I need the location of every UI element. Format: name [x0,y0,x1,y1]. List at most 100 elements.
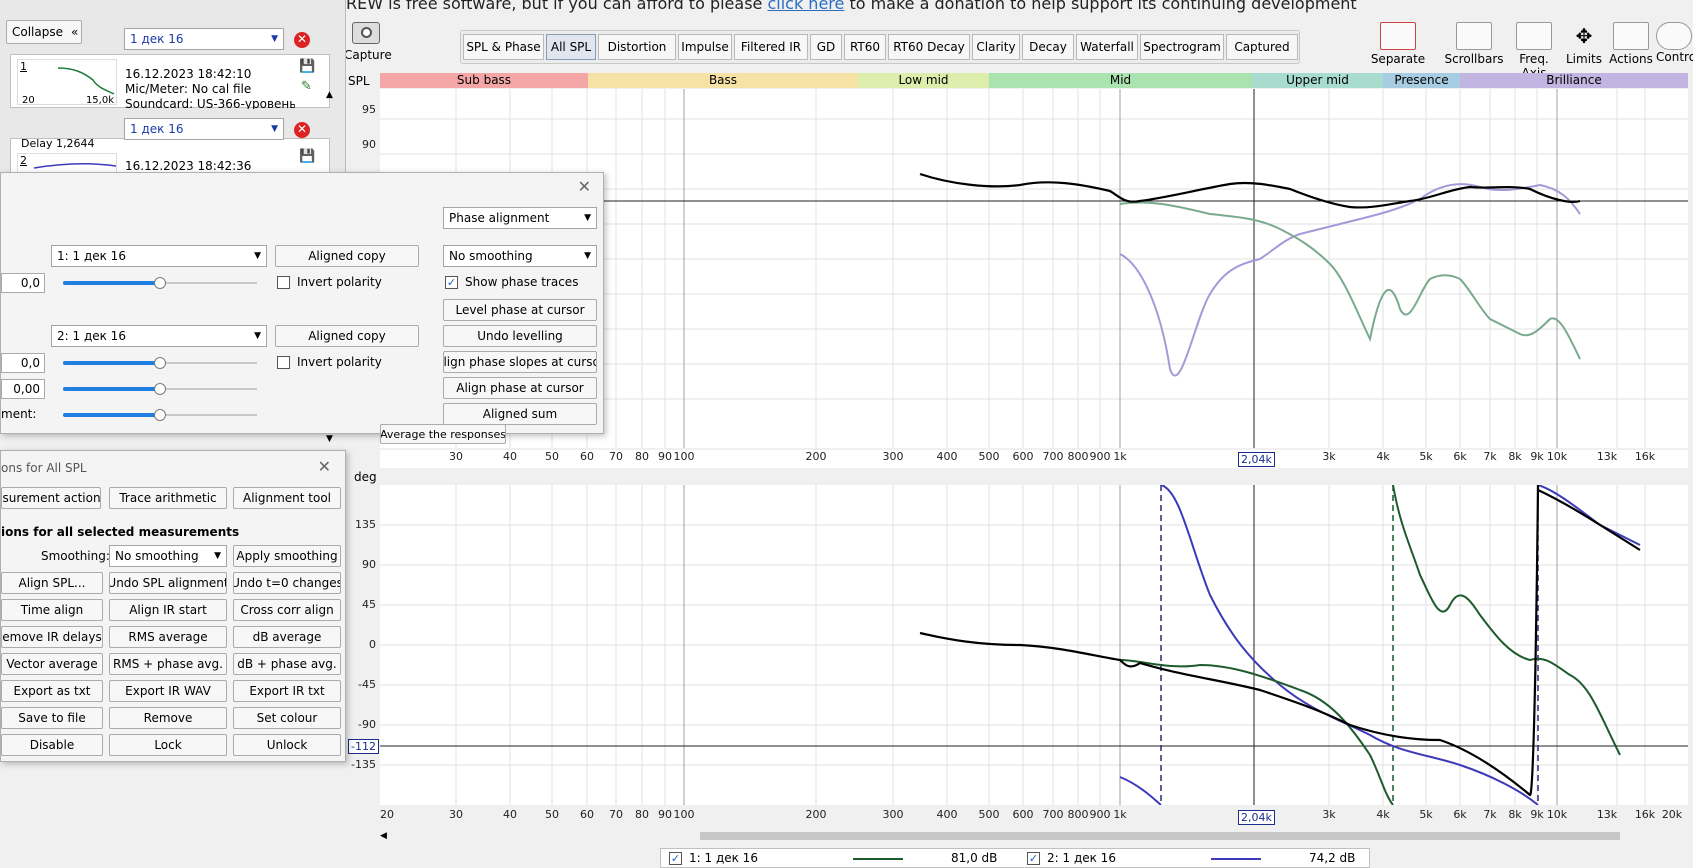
m2-gain-slider[interactable] [63,357,257,369]
align-phase-button[interactable]: Align phase at cursor [443,377,597,399]
cross-corr-align-button[interactable]: Cross corr align [233,599,341,621]
level-phase-button[interactable]: Level phase at cursor [443,299,597,321]
legend-1-checkbox[interactable]: ✓ [669,852,682,865]
apply-smoothing-button[interactable]: Apply smoothing [233,545,341,567]
m1-gain-slider[interactable] [63,277,257,289]
undo-t0-changes-button[interactable]: Undo t=0 changes [233,572,341,594]
export-txt-button[interactable]: Export as txt [1,680,103,702]
remove-ir-delays-button[interactable]: emove IR delays [1,626,103,648]
tab-impulse[interactable]: Impulse [678,34,732,60]
time-align-button[interactable]: Time align [1,599,103,621]
smoothing-label: Smoothing: [41,549,110,563]
collapse-button[interactable]: Collapse « [6,20,82,44]
export-ir-wav-button[interactable]: Export IR WAV [109,680,227,702]
capture-button[interactable]: Capture [344,22,392,62]
tab-distortion[interactable]: Distortion [598,34,676,60]
tab-rt60-decay[interactable]: RT60 Decay [888,34,970,60]
collapse-label: Collapse [12,25,63,39]
vector-average-button[interactable]: Vector average [1,653,103,675]
align-spl-button[interactable]: Align SPL... [1,572,103,594]
undo-levelling-button[interactable]: Undo levelling [443,325,597,347]
remove-measurement-1-icon[interactable]: ✕ [294,32,310,48]
phase-alignment-select[interactable]: Phase alignment [443,207,597,229]
controls-button[interactable]: Contro [1656,22,1693,64]
tab-clarity[interactable]: Clarity [972,34,1020,60]
aligned-sum-button[interactable]: Aligned sum [443,403,597,425]
x-tick-6k: 6k [1453,450,1467,463]
aligned-copy-1-button[interactable]: Aligned copy [275,245,419,267]
set-colour-button[interactable]: Set colour [233,707,341,729]
tab-waterfall[interactable]: Waterfall [1076,34,1138,60]
band-brilliance: Brilliance [1460,73,1688,88]
tool-smoothing-select[interactable]: No smoothing [443,245,597,267]
tab-all-spl[interactable]: All SPL [546,34,596,60]
pen-icon[interactable]: ✎ [301,79,312,94]
tab-decay[interactable]: Decay [1022,34,1074,60]
scroll-down-icon[interactable]: ▼ [326,434,333,444]
banner-text-end: to make a donation to help support its c… [844,0,1357,13]
m1-gain-field[interactable]: 0,0 [1,273,45,293]
measurement-card-1[interactable]: 1 20 15,0k 16.12.2023 18:42:10 Mic/Meter… [10,54,330,109]
limits-button[interactable]: ✥ Limits [1562,22,1606,66]
tab-alignment-tool[interactable]: Alignment tool [233,487,341,509]
rms-phase-avg-button[interactable]: RMS + phase avg. [109,653,227,675]
smoothing-select[interactable]: No smoothing [109,545,227,567]
y-tick-minus-45: -45 [358,678,376,691]
export-ir-txt-button[interactable]: Export IR txt [233,680,341,702]
scrollbars-button[interactable]: Scrollbars [1444,22,1504,66]
tab-captured[interactable]: Captured [1226,34,1298,60]
average-responses-button[interactable]: Average the responses [380,424,506,444]
tab-spl-phase[interactable]: SPL & Phase [463,34,544,60]
alignment-slider[interactable] [63,409,257,421]
measurement-2-select[interactable]: 2: 1 дек 16 [51,325,267,347]
close-icon[interactable]: ✕ [317,457,331,476]
tab-measurement-actions[interactable]: asurement actions [1,487,101,509]
unlock-button[interactable]: Unlock [233,734,341,756]
phase-graph[interactable] [380,484,1688,806]
save-icon[interactable]: 💾 [299,149,316,164]
phase-cursor-y-readout: -112 [348,739,379,754]
measurement-1-name-field[interactable]: 1 дек 16 [124,28,284,50]
save-to-file-button[interactable]: Save to file [1,707,103,729]
db-average-button[interactable]: dB average [233,626,341,648]
undo-spl-alignment-button[interactable]: Undo SPL alignment [109,572,227,594]
phase-plot [380,484,1688,806]
align-ir-start-button[interactable]: Align IR start [109,599,227,621]
invert-polarity-1-checkbox[interactable] [277,276,290,289]
measurement-card-2[interactable]: 2 Delay 1,2644 16.12.2023 18:42:36 💾 [10,137,330,179]
y-tick-90: 90 [362,558,376,571]
remove-measurement-2-icon[interactable]: ✕ [294,122,310,138]
horizontal-scrollbar[interactable]: ◀ [380,830,1688,842]
m2-delay-slider[interactable] [63,383,257,395]
save-icon[interactable]: 💾 [299,59,316,74]
show-phase-traces-label: Show phase traces [465,275,579,289]
tab-spectrogram[interactable]: Spectrogram [1140,34,1224,60]
show-phase-traces-checkbox[interactable]: ✓ [445,276,458,289]
measurement-1-select[interactable]: 1: 1 дек 16 [51,245,267,267]
freq-axis-button[interactable]: Freq. Axis [1506,22,1562,80]
lock-button[interactable]: Lock [109,734,227,756]
scroll-up-icon[interactable]: ▲ [326,90,333,100]
tab-trace-arithmetic[interactable]: Trace arithmetic [109,487,227,509]
actions-button[interactable]: Actions [1608,22,1654,66]
disable-button[interactable]: Disable [1,734,103,756]
x-tick-40: 40 [503,808,517,821]
separate-button[interactable]: Separate [1370,22,1426,66]
close-icon[interactable]: ✕ [577,177,591,196]
m2-gain-field[interactable]: 0,0 [1,353,45,373]
invert-polarity-2-checkbox[interactable] [277,356,290,369]
m2-delay-field[interactable]: 0,00 [1,379,45,399]
donation-link[interactable]: click here [767,0,845,13]
legend-2-checkbox[interactable]: ✓ [1027,852,1040,865]
scrollbar-thumb[interactable] [700,832,1620,840]
tab-rt60[interactable]: RT60 [844,34,886,60]
aligned-copy-2-button[interactable]: Aligned copy [275,325,419,347]
tab-filtered-ir[interactable]: Filtered IR [734,34,808,60]
align-phase-slopes-button[interactable]: Align phase slopes at cursor [443,351,597,373]
remove-button[interactable]: Remove [109,707,227,729]
rms-average-button[interactable]: RMS average [109,626,227,648]
measurement-2-name-field[interactable]: 1 дек 16 [124,118,284,140]
tab-gd[interactable]: GD [810,34,842,60]
scroll-left-icon[interactable]: ◀ [380,831,387,841]
db-phase-avg-button[interactable]: dB + phase avg. [233,653,341,675]
